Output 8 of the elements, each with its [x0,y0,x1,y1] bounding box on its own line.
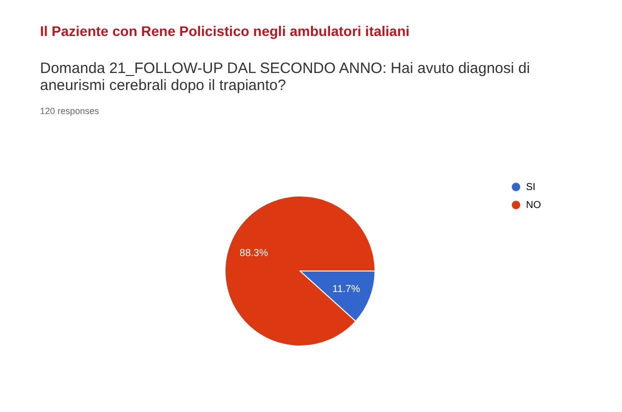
legend-label: SI [526,182,536,193]
pie-slice [224,196,376,346]
text: 120 responses [40,106,100,116]
chart-title: Il Paziente con Rene Policistico negli ambulatori italiani [40,23,410,39]
data-label: 11.7% [332,284,360,295]
legend-label: NO [526,200,542,211]
chart-subtitle: Domanda 21_FOLLOW-UP DAL SECONDO ANNO: Hai avuto diagnosi di aneurismi cerebrali dopo il trapianto? [40,60,530,94]
data-label: 88.3% [240,248,268,260]
